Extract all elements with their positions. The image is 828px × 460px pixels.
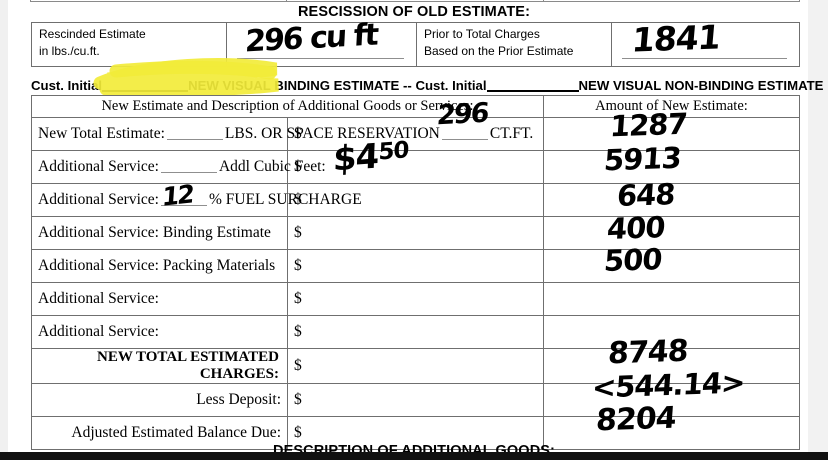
cropped-table-strip-above [30, 0, 800, 2]
amount-cell[interactable] [543, 416, 800, 450]
prior-total-charges-label-line1: Prior to Total Charges [424, 27, 540, 41]
dollar-sign: $ [287, 383, 544, 417]
dollar-sign: $ [287, 348, 544, 384]
cropped-cell [31, 0, 288, 1]
cust-initial-right-label: Cust. Initial [415, 78, 487, 93]
table-row: Additional Service: $ [31, 282, 800, 316]
row-label-text: Additional Service: [38, 158, 159, 175]
dollar-sign: $ [287, 183, 544, 217]
row-label-text: Additional Service: [38, 191, 159, 208]
table-row: Additional Service: Binding Estimate $ [31, 216, 800, 250]
row-label-packing-materials: Additional Service: Packing Materials [31, 249, 288, 283]
label-less-deposit: Less Deposit: [31, 383, 288, 417]
page-bottom-edge [0, 452, 828, 460]
table-row: Additional Service: Packing Materials $ [31, 249, 800, 283]
dollar-sign: $ [287, 416, 544, 450]
table-row: New Total Estimate: LBS. OR SPACE RESERVA… [31, 117, 800, 151]
cust-initial-right-field[interactable] [486, 90, 579, 92]
rescinded-estimate-label: Rescinded Estimate in lbs./cu.ft. [32, 23, 227, 66]
page-right-margin [808, 0, 828, 460]
prior-total-charges-label-line2: Based on the Prior Estimate [424, 44, 574, 58]
amount-cell[interactable] [543, 383, 800, 417]
dollar-sign: $ [287, 150, 544, 184]
description-column-header: New Estimate and Description of Addition… [31, 95, 544, 118]
fuel-pct-blank-field[interactable] [160, 205, 207, 206]
dollar-sign: $ [287, 216, 544, 250]
rescinded-estimate-label-line1: Rescinded Estimate [39, 27, 146, 41]
amount-cell[interactable] [543, 150, 800, 184]
amount-cell[interactable] [543, 117, 800, 151]
new-estimate-table: New Estimate and Description of Addition… [31, 95, 800, 450]
table-row: Additional Service: $ [31, 315, 800, 349]
table-row: Additional Service:% FUEL SURCHARGE $ [31, 183, 800, 217]
lbs-blank-field[interactable] [166, 139, 223, 140]
row-label-additional-service-blank-1: Additional Service: [31, 282, 288, 316]
table-row-balance-due: Adjusted Estimated Balance Due: $ [31, 416, 800, 450]
amount-cell[interactable] [543, 282, 800, 316]
dollar-sign: $ [287, 315, 544, 349]
table-header-row: New Estimate and Description of Addition… [31, 95, 800, 118]
amount-cell[interactable] [543, 216, 800, 250]
table-row: Additional Service: Addl Cubic Feet: $ [31, 150, 800, 184]
rescission-box: Rescinded Estimate in lbs./cu.ft. 296 cu… [31, 17, 800, 67]
amount-cell[interactable] [543, 183, 800, 217]
new-visual-non-binding-estimate-label: NEW VISUAL NON-BINDING ESTIMATE [578, 78, 824, 93]
amount-column-header: Amount of New Estimate: [543, 95, 800, 118]
amount-cell[interactable] [543, 348, 800, 384]
table-row-total-charges: NEW TOTAL ESTIMATED CHARGES: $ [31, 348, 800, 384]
table-row-less-deposit: Less Deposit: $ [31, 383, 800, 417]
prior-total-charges-label: Prior to Total Charges Based on the Prio… [417, 23, 612, 66]
row-label-fuel-surcharge: Additional Service:% FUEL SURCHARGE [31, 183, 362, 217]
dollar-sign: $ [287, 282, 544, 316]
field-underline [622, 58, 787, 59]
dollar-sign: $ [287, 117, 544, 151]
row-label-additional-service-blank-2: Additional Service: [31, 315, 288, 349]
label-new-total-estimated-charges: NEW TOTAL ESTIMATED CHARGES: [31, 348, 288, 384]
amount-cell[interactable] [543, 315, 800, 349]
handwritten-prior-charges-value: 1841 [630, 17, 722, 60]
cust-initial-left-field[interactable] [102, 90, 189, 92]
field-underline [237, 58, 404, 59]
cropped-cell [544, 0, 799, 1]
prior-total-charges-field[interactable]: 1841 [612, 17, 799, 66]
rescission-section-heading: RESCISSION OF OLD ESTIMATE: [297, 4, 531, 20]
row-label-binding-estimate: Additional Service: Binding Estimate [31, 216, 288, 250]
dollar-sign: $ [287, 249, 544, 283]
page-left-margin [0, 0, 8, 460]
cropped-cell [287, 0, 544, 1]
row-label-addl-cubic-feet: Additional Service: Addl Cubic Feet: [31, 150, 326, 184]
amount-cell[interactable] [543, 249, 800, 283]
rescinded-estimate-field[interactable]: 296 cu ft [227, 17, 417, 66]
customer-initial-line: Cust. Initial NEW VISUAL BINDING ESTIMATE… [31, 78, 823, 96]
new-visual-binding-estimate-label: NEW VISUAL BINDING ESTIMATE -- [188, 78, 412, 93]
handwritten-rescinded-value: 296 cu ft [244, 17, 378, 60]
cust-initial-left-label: Cust. Initial [31, 78, 103, 93]
addl-service-blank-field[interactable] [160, 172, 217, 173]
row-label-text: New Total Estimate: [38, 125, 165, 142]
rescinded-estimate-label-line2: in lbs./cu.ft. [39, 44, 100, 58]
row-label-new-total-estimate: New Total Estimate: LBS. OR SPACE RESERVA… [31, 117, 533, 151]
